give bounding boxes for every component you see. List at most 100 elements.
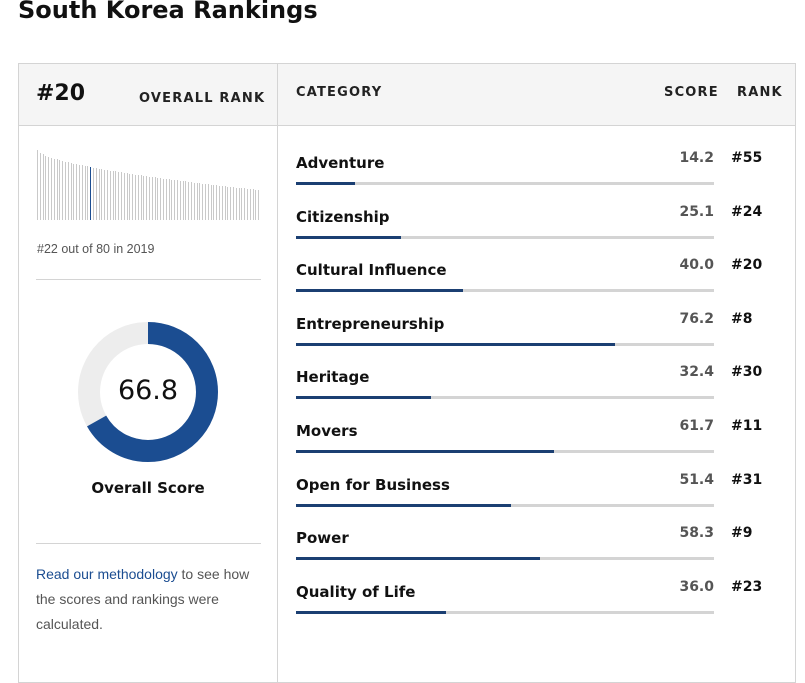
category-rank: #8 (731, 310, 753, 327)
histogram-bar (224, 186, 226, 220)
histogram-bar (87, 166, 89, 220)
histogram-bar (149, 176, 150, 220)
score-bar-fill (296, 557, 540, 561)
histogram-bar (45, 155, 47, 220)
category-score: 14.2 (679, 150, 714, 166)
score-bar-track (296, 557, 714, 561)
methodology-link[interactable]: Read our methodology (36, 566, 178, 582)
histogram-bar (235, 187, 237, 220)
score-bar-fill (296, 503, 511, 507)
histogram-bar (84, 165, 86, 220)
category-name: Movers (296, 422, 358, 440)
histogram-bar (157, 177, 159, 220)
category-row: Open for Business 51.4 #31 (296, 472, 796, 530)
histogram-bar (98, 168, 100, 220)
category-row: Quality of Life 36.0 #23 (296, 579, 796, 637)
score-bar-track (296, 610, 714, 614)
histogram-bar (199, 183, 201, 220)
rank-column-header: RANK (737, 85, 783, 100)
category-column-header: CATEGORY (296, 85, 383, 100)
score-bar-track (296, 503, 714, 507)
category-rank: #55 (731, 150, 763, 166)
category-name: Cultural Influence (296, 261, 447, 280)
table-header (19, 64, 795, 126)
histogram-bar (79, 164, 80, 220)
histogram-bar (48, 156, 50, 220)
histogram-bar (146, 176, 148, 220)
category-score: 32.4 (679, 364, 714, 381)
score-bar-fill (296, 610, 447, 614)
category-score: 76.2 (679, 310, 714, 327)
donut-score-arc (78, 322, 218, 462)
histogram-bar (112, 171, 114, 220)
histogram-bar (255, 189, 257, 220)
histogram-bar (129, 173, 131, 220)
category-name: Quality of Life (296, 582, 416, 601)
histogram-bar (121, 172, 122, 220)
score-bar-track (296, 396, 714, 400)
histogram-bar (76, 164, 78, 220)
histogram-bar (154, 177, 156, 220)
histogram-bar (227, 186, 229, 220)
histogram-bar (213, 184, 215, 220)
score-bar-fill (296, 342, 615, 346)
histogram-bar (179, 180, 181, 220)
score-bar-fill (296, 396, 432, 400)
score-bar-fill (296, 235, 401, 239)
histogram-bar (42, 154, 44, 220)
histogram-bar (95, 168, 97, 220)
score-bar-track (296, 289, 714, 293)
divider (36, 279, 261, 280)
histogram-bar (118, 171, 120, 220)
histogram-bar (93, 167, 94, 220)
methodology-note: Read our methodology to see how the scor… (36, 562, 271, 637)
overall-rank-value: #20 (36, 81, 86, 106)
histogram-bar (193, 182, 195, 220)
category-rank: #24 (731, 203, 763, 220)
histogram-bar (109, 170, 111, 220)
histogram-bar (168, 179, 170, 220)
score-bar-track (296, 342, 714, 346)
histogram-bar (135, 174, 136, 220)
histogram-bar (81, 165, 83, 220)
histogram-bar (53, 158, 55, 220)
score-bar-track (296, 182, 714, 185)
histogram-bar (123, 172, 125, 220)
histogram-bar (238, 187, 240, 220)
histogram-bar (51, 157, 52, 220)
histogram-bar (182, 181, 184, 220)
histogram-bar (137, 174, 139, 220)
histogram-bar (65, 161, 66, 220)
histogram-bar (241, 188, 243, 220)
histogram-bar (177, 180, 178, 220)
histogram-bar (244, 188, 246, 220)
histogram-bar (62, 160, 64, 220)
histogram-bar (196, 182, 198, 220)
histogram-bar (39, 152, 41, 220)
category-rank: #20 (731, 257, 763, 274)
page-title: South Korea Rankings (18, 0, 318, 24)
histogram-bar (219, 185, 220, 220)
histogram-bar (191, 182, 192, 220)
category-row: Power 58.3 #9 (296, 525, 796, 583)
score-bar-track (296, 450, 714, 453)
category-row: Adventure 14.2 #55 (296, 150, 796, 208)
category-score: 36.0 (679, 578, 714, 595)
histogram-bar (249, 189, 251, 220)
score-bar-fill (296, 289, 464, 293)
category-name: Heritage (296, 368, 370, 387)
histogram-bar (59, 160, 61, 220)
histogram-bar (73, 163, 75, 220)
score-bar-fill (296, 450, 554, 453)
histogram-bar (143, 175, 145, 220)
histogram-bar (247, 188, 248, 220)
score-bar-track (296, 235, 714, 239)
column-divider (277, 64, 278, 682)
previous-rank: #22 out of 80 in 2019 (37, 242, 155, 256)
histogram-bar (165, 178, 167, 220)
histogram-bar (67, 162, 69, 220)
histogram-bar (188, 181, 190, 220)
histogram-bar (171, 179, 173, 220)
score-bar-fill (296, 182, 356, 185)
histogram-bar (90, 167, 92, 220)
